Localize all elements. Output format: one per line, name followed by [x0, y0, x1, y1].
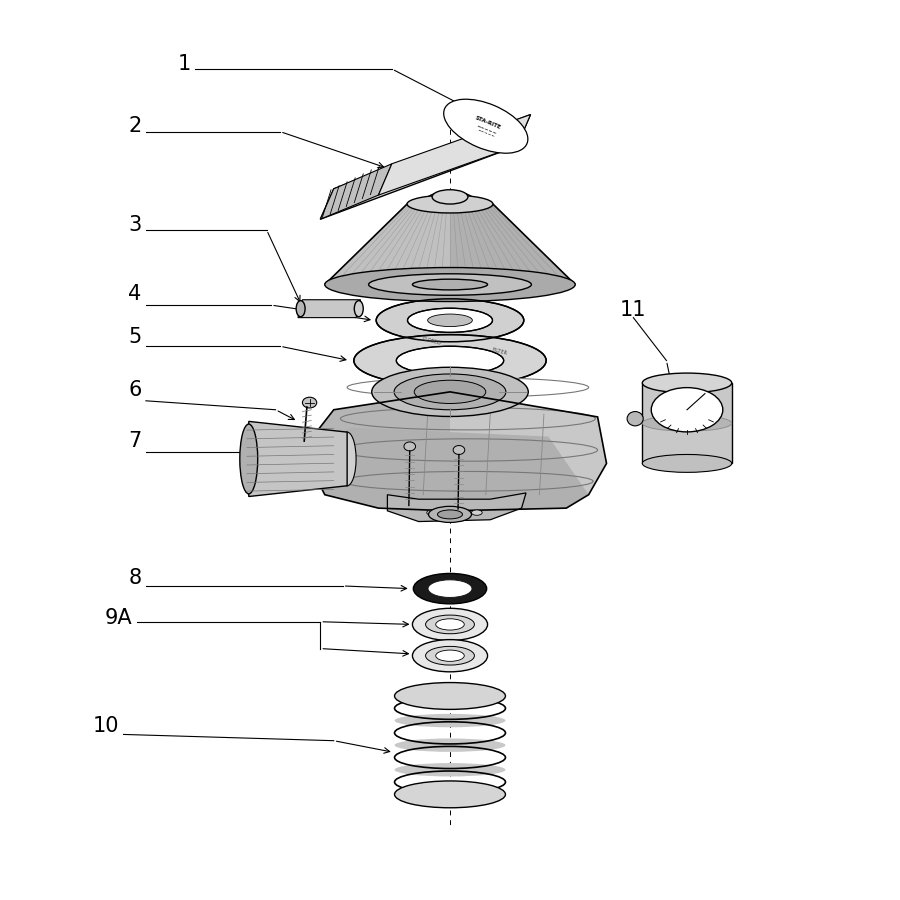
Polygon shape [320, 114, 530, 220]
Ellipse shape [412, 279, 488, 290]
Ellipse shape [394, 682, 506, 709]
Text: 5: 5 [128, 327, 141, 346]
Text: FILTER: FILTER [491, 347, 508, 356]
Text: ─ ─ ─ ─ ─: ─ ─ ─ ─ ─ [477, 128, 495, 139]
Ellipse shape [413, 573, 487, 604]
Text: ─ ─ ─ ─ ─: ─ ─ ─ ─ ─ [475, 123, 496, 136]
Ellipse shape [427, 510, 437, 516]
Text: 1: 1 [177, 54, 191, 74]
Ellipse shape [396, 346, 504, 375]
Polygon shape [643, 382, 732, 464]
Ellipse shape [372, 367, 528, 417]
Ellipse shape [394, 781, 506, 808]
Ellipse shape [444, 99, 528, 153]
Ellipse shape [437, 510, 463, 519]
Ellipse shape [436, 650, 464, 662]
Ellipse shape [426, 192, 474, 211]
Ellipse shape [643, 374, 732, 392]
Ellipse shape [414, 380, 486, 403]
Text: RINSE: RINSE [497, 386, 510, 392]
Text: 3: 3 [128, 215, 141, 235]
Ellipse shape [355, 301, 364, 317]
Ellipse shape [394, 739, 506, 752]
Ellipse shape [428, 314, 473, 327]
Text: 4: 4 [128, 284, 141, 303]
Ellipse shape [426, 615, 474, 634]
Ellipse shape [627, 411, 644, 426]
Ellipse shape [296, 301, 305, 317]
Ellipse shape [428, 507, 472, 522]
Polygon shape [302, 392, 450, 504]
Ellipse shape [643, 454, 732, 472]
Ellipse shape [376, 299, 524, 342]
Text: CLOSED: CLOSED [422, 336, 442, 346]
Polygon shape [450, 392, 607, 504]
Ellipse shape [426, 646, 474, 665]
Ellipse shape [394, 763, 506, 777]
Polygon shape [450, 204, 575, 284]
Polygon shape [298, 300, 361, 318]
Polygon shape [302, 428, 589, 511]
Ellipse shape [338, 432, 356, 486]
Ellipse shape [428, 580, 472, 598]
Ellipse shape [652, 388, 723, 432]
Polygon shape [248, 421, 347, 497]
Text: 6: 6 [128, 381, 141, 400]
Text: 10: 10 [93, 716, 119, 736]
Ellipse shape [354, 335, 546, 386]
Ellipse shape [404, 442, 416, 451]
Polygon shape [378, 114, 530, 195]
Ellipse shape [643, 415, 732, 431]
Ellipse shape [239, 424, 257, 494]
Ellipse shape [432, 190, 468, 204]
Ellipse shape [407, 195, 493, 213]
Text: 8: 8 [129, 568, 141, 589]
Ellipse shape [436, 619, 464, 630]
Ellipse shape [394, 374, 506, 410]
Text: 11: 11 [620, 300, 646, 319]
Polygon shape [325, 204, 450, 284]
Text: BACKWASH: BACKWASH [420, 375, 444, 385]
Ellipse shape [408, 308, 492, 332]
Ellipse shape [325, 267, 575, 302]
Polygon shape [387, 493, 526, 522]
Ellipse shape [412, 608, 488, 641]
Text: STA-RITE: STA-RITE [473, 115, 501, 130]
Ellipse shape [472, 510, 482, 516]
Ellipse shape [302, 397, 317, 408]
Polygon shape [320, 164, 392, 220]
Ellipse shape [394, 714, 506, 727]
Ellipse shape [369, 274, 531, 295]
Ellipse shape [453, 446, 464, 454]
Text: 2: 2 [128, 116, 141, 137]
Ellipse shape [412, 640, 488, 671]
Ellipse shape [394, 788, 506, 801]
Text: 9A: 9A [104, 608, 132, 628]
Text: 7: 7 [128, 431, 141, 451]
